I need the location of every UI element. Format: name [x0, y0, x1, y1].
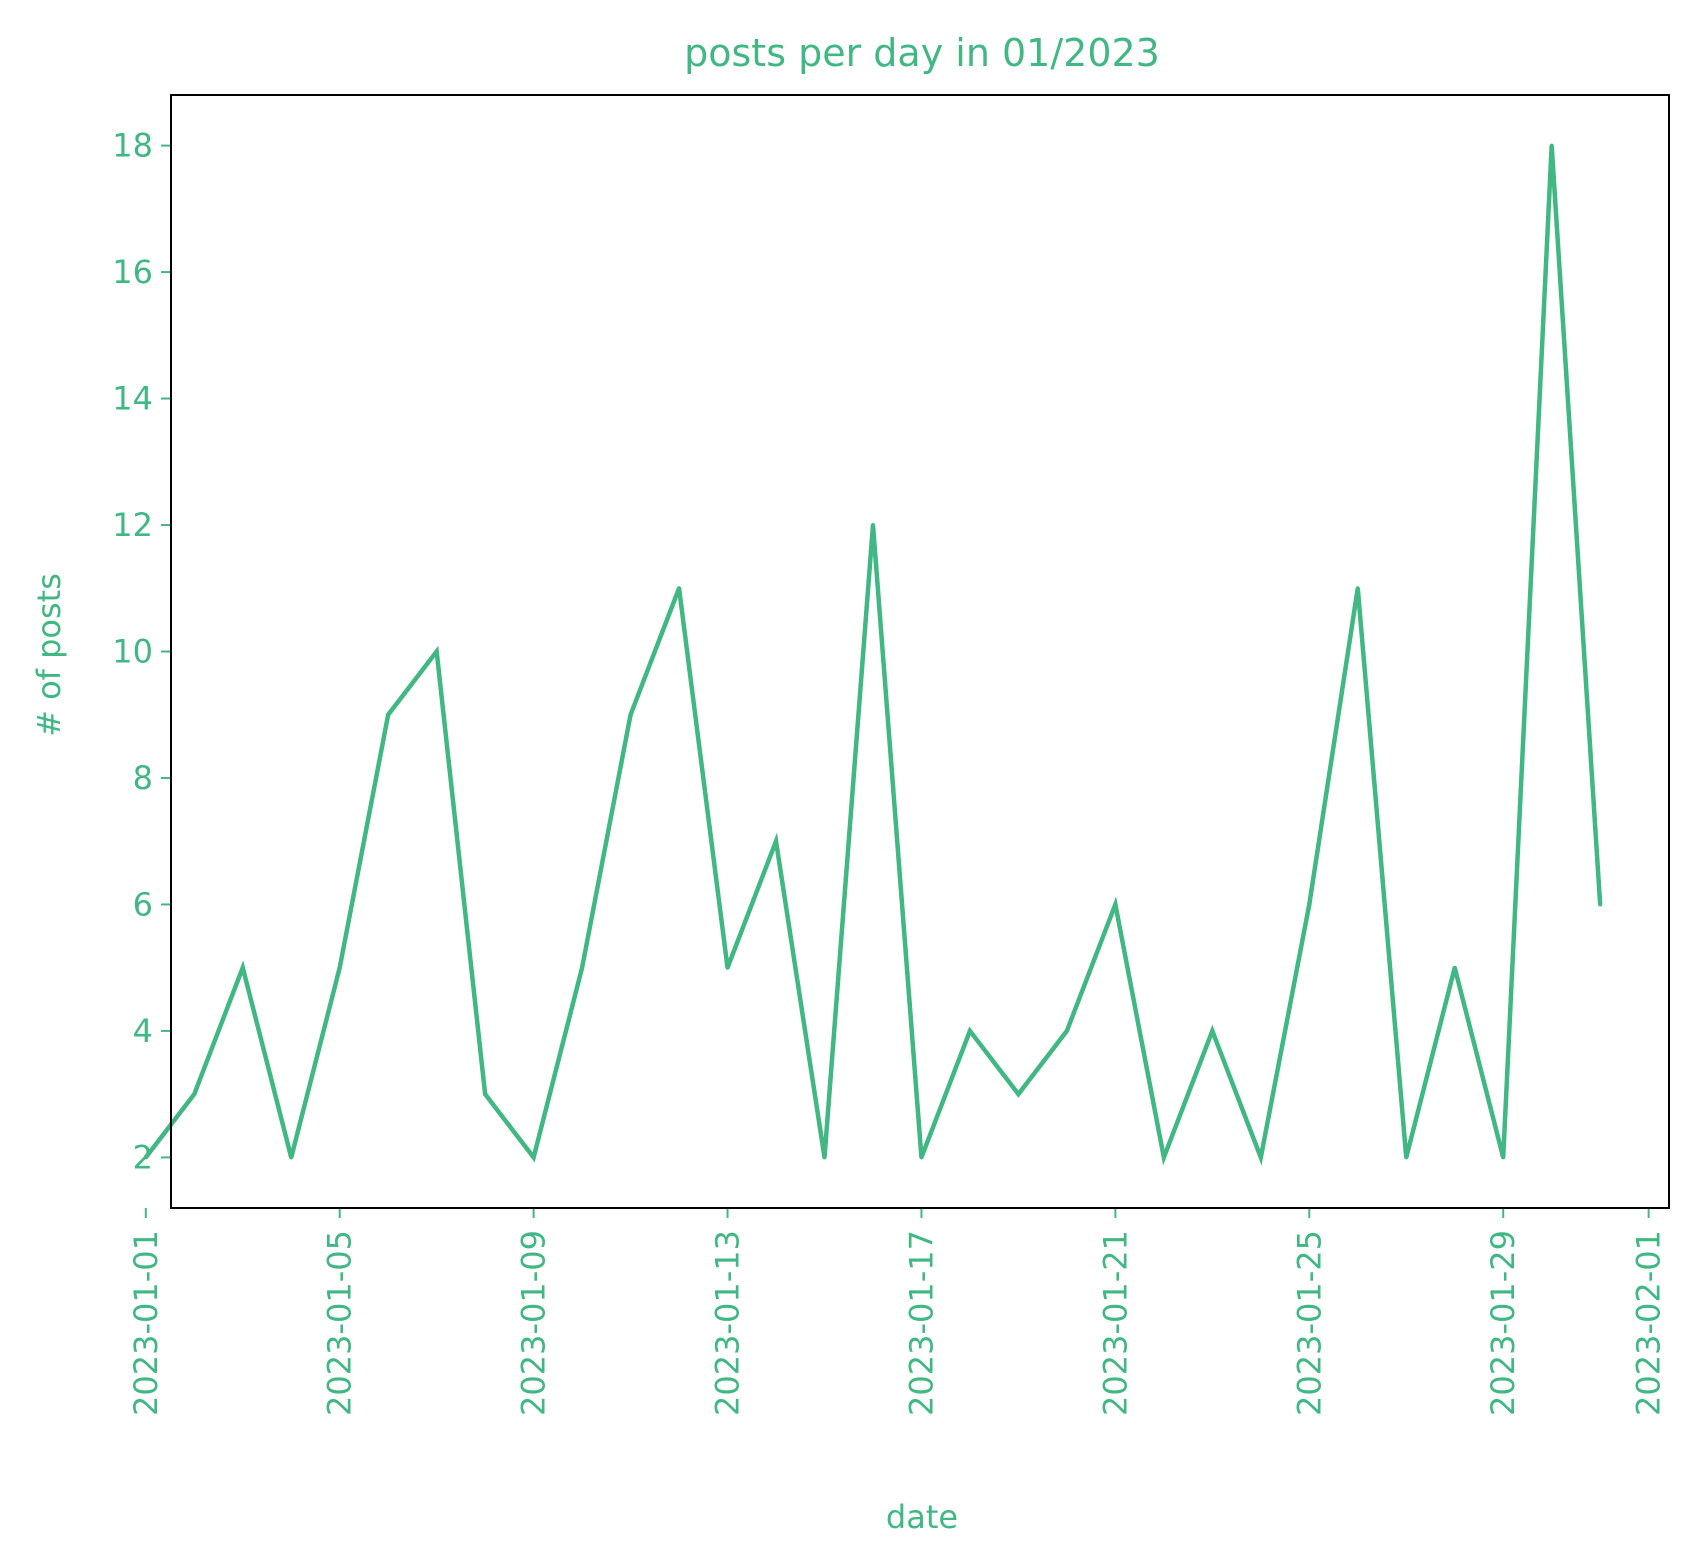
y-tick-label: 18: [112, 127, 153, 165]
data-point: [1064, 1028, 1069, 1033]
x-tick-label: 2023-01-13: [709, 1230, 747, 1416]
data-point: [774, 839, 779, 844]
x-tick-label: 2023-01-09: [515, 1230, 553, 1416]
data-point: [677, 586, 682, 591]
y-tick-label: 6: [133, 885, 153, 923]
x-tick-label: 2023-01-21: [1096, 1230, 1134, 1416]
x-tick-label: 2023-01-01: [127, 1230, 165, 1416]
y-tick-label: 12: [112, 506, 153, 544]
data-point: [919, 1155, 924, 1160]
x-tick-label: 2023-01-05: [321, 1230, 359, 1416]
y-axis-ticks: 2 4 6 8 10 12 14 16 18: [112, 127, 171, 1176]
y-tick-label: 8: [133, 759, 153, 797]
y-axis-label: # of posts: [30, 573, 68, 737]
x-axis-label: date: [886, 1498, 958, 1536]
data-point: [1598, 902, 1603, 907]
data-point: [580, 965, 585, 970]
data-point: [725, 965, 730, 970]
y-tick-label: 10: [112, 633, 153, 671]
data-point: [289, 1155, 294, 1160]
data-point: [870, 523, 875, 528]
data-point: [240, 965, 245, 970]
data-point: [434, 649, 439, 654]
x-tick-label: 2023-01-29: [1484, 1230, 1522, 1416]
y-tick-label: 2: [133, 1138, 153, 1176]
data-point: [628, 712, 633, 717]
data-point: [1210, 1028, 1215, 1033]
data-point: [337, 965, 342, 970]
x-tick-label: 2023-01-25: [1290, 1230, 1328, 1416]
data-point: [822, 1155, 827, 1160]
data-point: [1016, 1092, 1021, 1097]
data-point: [483, 1092, 488, 1097]
data-point: [1258, 1155, 1263, 1160]
data-point: [1113, 902, 1118, 907]
data-point: [386, 712, 391, 717]
y-tick-label: 16: [112, 253, 153, 291]
data-point: [967, 1028, 972, 1033]
data-point: [531, 1155, 536, 1160]
data-point: [1501, 1155, 1506, 1160]
x-axis-ticks: 2023-01-01 2023-01-05 2023-01-09 2023-01-13…: [127, 1208, 1668, 1416]
data-point: [1452, 965, 1457, 970]
plot-area-frame: [170, 94, 1670, 1209]
data-point: [1549, 143, 1554, 148]
data-point: [1161, 1155, 1166, 1160]
chart-title: posts per day in 01/2023: [684, 31, 1160, 75]
data-point: [1404, 1155, 1409, 1160]
data-point: [192, 1092, 197, 1097]
data-point: [1355, 586, 1360, 591]
data-point: [1307, 902, 1312, 907]
data-point: [143, 1155, 148, 1160]
x-tick-label: 2023-02-01: [1630, 1230, 1668, 1416]
x-tick-label: 2023-01-17: [902, 1230, 940, 1416]
y-tick-label: 4: [133, 1012, 153, 1050]
y-tick-label: 14: [112, 380, 153, 418]
data-points: [143, 143, 1603, 1160]
